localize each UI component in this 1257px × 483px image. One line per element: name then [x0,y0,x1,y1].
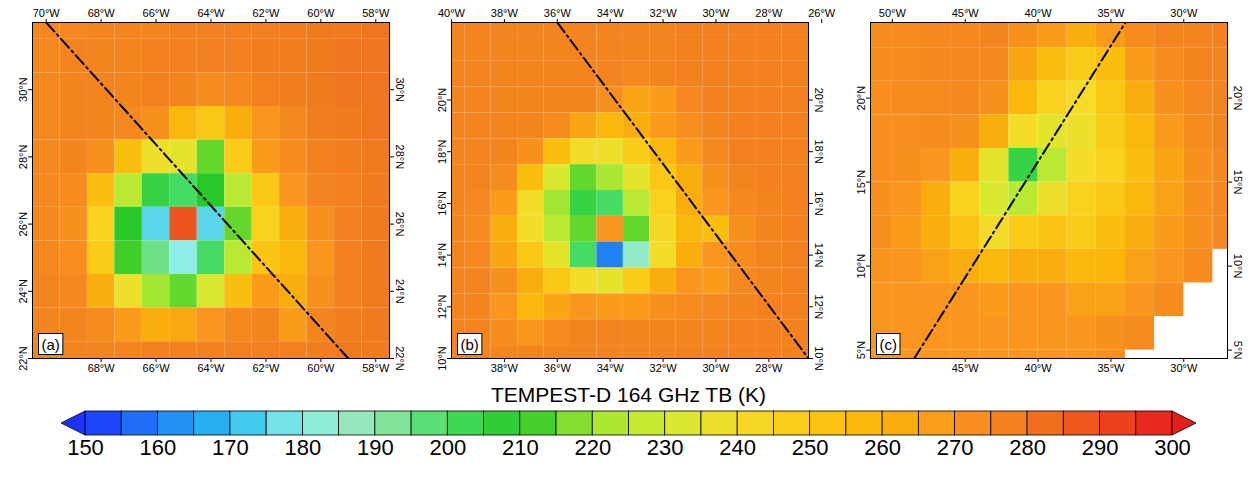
svg-text:50°W: 50°W [879,7,907,19]
svg-text:280: 280 [1009,435,1046,460]
svg-text:170: 170 [212,435,249,460]
svg-text:62°W: 62°W [252,7,280,19]
svg-text:35°W: 35°W [1097,7,1125,19]
svg-text:190: 190 [357,435,394,460]
svg-text:45°W: 45°W [952,7,980,19]
svg-text:40°W: 40°W [438,7,466,19]
svg-text:60°W: 60°W [307,362,335,374]
svg-text:(a): (a) [42,336,60,353]
svg-text:260: 260 [864,435,901,460]
svg-text:250: 250 [792,435,829,460]
svg-text:18°N: 18°N [436,139,448,164]
svg-text:10°N: 10°N [813,346,825,371]
svg-text:30°W: 30°W [702,362,730,374]
svg-text:22°N: 22°N [17,346,29,371]
svg-text:60°W: 60°W [307,7,335,19]
svg-text:40°W: 40°W [1025,7,1053,19]
html-text:TEMPEST-D 164 GHz TB (K): TEMPEST-D 164 GHz TB (K) [491,383,766,406]
svg-text:45°W: 45°W [952,362,980,374]
svg-text:(c): (c) [880,336,898,353]
svg-text:20°N: 20°N [813,88,825,113]
svg-text:200: 200 [429,435,466,460]
svg-text:26°W: 26°W [808,7,836,19]
svg-text:15°N: 15°N [855,170,867,195]
svg-text:180: 180 [285,435,322,460]
svg-text:5°N: 5°N [855,341,867,360]
svg-text:28°N: 28°N [394,145,406,170]
svg-text:34°W: 34°W [597,7,625,19]
svg-text:66°W: 66°W [143,362,171,374]
svg-text:36°W: 36°W [544,7,572,19]
svg-text:20°N: 20°N [855,86,867,111]
svg-text:34°W: 34°W [597,362,625,374]
svg-text:18°N: 18°N [813,139,825,164]
svg-text:16°N: 16°N [436,191,448,216]
svg-text:10°N: 10°N [1232,254,1244,279]
svg-text:62°W: 62°W [252,362,280,374]
svg-text:30°W: 30°W [1170,7,1198,19]
svg-text:38°W: 38°W [491,362,519,374]
svg-text:32°W: 32°W [650,7,678,19]
svg-text:290: 290 [1082,435,1119,460]
svg-text:24°N: 24°N [394,279,406,304]
svg-text:26°N: 26°N [394,212,406,237]
svg-text:160: 160 [140,435,177,460]
svg-text:64°W: 64°W [197,362,225,374]
svg-text:20°N: 20°N [1232,86,1244,111]
svg-text:20°N: 20°N [436,88,448,113]
svg-text:28°N: 28°N [17,145,29,170]
svg-text:30°N: 30°N [17,77,29,102]
svg-text:66°W: 66°W [143,7,171,19]
svg-text:22°N: 22°N [394,346,406,371]
svg-text:14°N: 14°N [436,243,448,268]
svg-text:12°N: 12°N [813,295,825,320]
svg-text:10°N: 10°N [436,346,448,371]
svg-text:300: 300 [1154,435,1191,460]
svg-text:70°W: 70°W [33,7,61,19]
svg-text:14°N: 14°N [813,243,825,268]
svg-text:240: 240 [719,435,756,460]
svg-text:68°W: 68°W [88,7,116,19]
svg-text:220: 220 [574,435,611,460]
svg-text:230: 230 [647,435,684,460]
svg-text:64°W: 64°W [197,7,225,19]
svg-text:5°N: 5°N [1232,341,1244,360]
svg-text:58°W: 58°W [362,7,390,19]
svg-text:15°N: 15°N [1232,170,1244,195]
svg-text:35°W: 35°W [1097,362,1125,374]
svg-text:28°W: 28°W [755,7,783,19]
svg-text:40°W: 40°W [1025,362,1053,374]
svg-text:(b): (b) [461,336,479,353]
svg-text:24°N: 24°N [17,279,29,304]
svg-text:36°W: 36°W [544,362,572,374]
svg-text:10°N: 10°N [855,254,867,279]
svg-text:30°W: 30°W [702,7,730,19]
svg-text:58°W: 58°W [362,362,390,374]
svg-text:12°N: 12°N [436,294,448,319]
svg-text:30°W: 30°W [1170,362,1198,374]
svg-text:68°W: 68°W [88,362,116,374]
svg-text:210: 210 [502,435,539,460]
svg-text:32°W: 32°W [650,362,678,374]
svg-text:16°N: 16°N [813,191,825,216]
svg-text:28°W: 28°W [755,362,783,374]
svg-text:150: 150 [67,435,104,460]
svg-text:38°W: 38°W [491,7,519,19]
svg-text:270: 270 [937,435,974,460]
svg-text:30°N: 30°N [394,77,406,102]
svg-text:26°N: 26°N [17,212,29,237]
